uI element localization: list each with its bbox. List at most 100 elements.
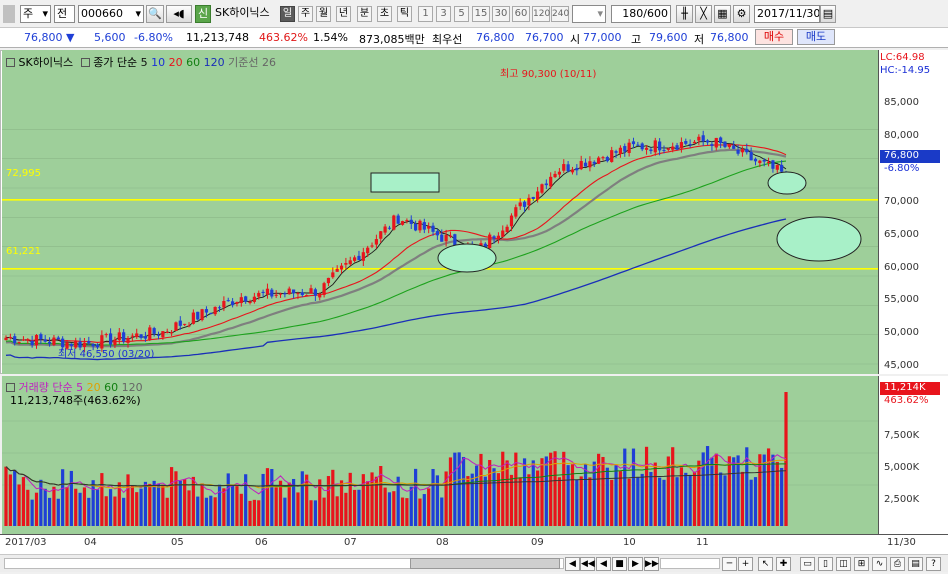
count-input[interactable]: 180/600 (611, 5, 671, 23)
candle-body (431, 225, 435, 232)
compare-icon[interactable]: ⊞ (854, 557, 869, 571)
volume-bar (348, 472, 352, 526)
sell-button[interactable]: 매도 (797, 29, 835, 45)
period-year-button[interactable]: 년 (336, 6, 351, 22)
volume-bar (326, 476, 331, 526)
candle-body (749, 151, 753, 161)
scroll-start-icon[interactable]: ◀ (565, 557, 580, 571)
indicator-icon[interactable]: ∿ (872, 557, 887, 571)
volume-bar (374, 476, 378, 526)
code-input[interactable]: 000660 ▾ (78, 5, 144, 23)
volume-bar (248, 500, 252, 526)
period-month-button[interactable]: 월 (316, 6, 331, 22)
amount-value: 873,085백만 (359, 33, 425, 46)
volume-bar (701, 452, 705, 526)
minute-30-button[interactable]: 30 (492, 6, 510, 22)
volume-bar (278, 480, 283, 526)
save-icon[interactable]: ▤ (908, 557, 923, 571)
minute-input[interactable]: ▾ (572, 5, 606, 23)
volume-checkbox-icon[interactable] (6, 383, 15, 392)
candle-body (753, 158, 758, 162)
stop-icon[interactable]: ■ (612, 557, 627, 571)
calendar-icon[interactable]: ▤ (820, 5, 836, 23)
market-dropdown-icon[interactable]: ▾ (42, 7, 48, 20)
date-input[interactable]: 2017/11/30 (754, 5, 820, 23)
code-dropdown-icon[interactable]: ▾ (135, 7, 141, 20)
candle-body (65, 342, 69, 349)
minute-dropdown-icon[interactable]: ▾ (597, 7, 603, 20)
volume-bar (705, 446, 710, 526)
volume-bar (714, 453, 718, 526)
minute-120-button[interactable]: 120 (532, 6, 550, 22)
volume-chart[interactable] (0, 376, 948, 534)
legend-checkbox-icon[interactable] (6, 58, 15, 67)
volume-bar (370, 472, 374, 526)
minute-1-button[interactable]: 1 (418, 6, 433, 22)
candle-body (640, 143, 644, 150)
period-minute-button[interactable]: 분 (357, 6, 372, 22)
price-chart[interactable] (0, 50, 948, 374)
volume-bar (753, 477, 758, 526)
scroll-thumb[interactable] (410, 558, 560, 569)
scroll-forward-icon[interactable]: ▶ (628, 557, 643, 571)
candle-body (322, 283, 326, 295)
sound-icon[interactable]: ◂◖ (166, 5, 192, 23)
candle-body (531, 196, 535, 199)
scroll-track[interactable] (4, 558, 564, 569)
candle-body (522, 201, 527, 207)
baseline-line (5, 148, 787, 348)
scroll-end-icon[interactable]: ▶▶ (644, 557, 659, 571)
settings-icon[interactable]: ⚙ (733, 5, 750, 23)
minute-240-button[interactable]: 240 (551, 6, 569, 22)
scroll-back-icon[interactable]: ◀ (596, 557, 611, 571)
turnover-value: 1.54% (313, 31, 348, 44)
type-badge[interactable]: 신 (195, 5, 211, 23)
tools-icon[interactable]: ╳ (695, 5, 712, 23)
volume-bar (649, 471, 653, 526)
period-tick-button[interactable]: 틱 (397, 6, 412, 22)
candle-body (222, 301, 226, 308)
cursor-icon[interactable]: ↖ (758, 557, 773, 571)
volume-bar (727, 456, 731, 526)
print-icon[interactable]: ⎙ (890, 557, 905, 571)
zoom-out-icon[interactable]: ─ (722, 557, 737, 571)
ask-price: 76,800 (476, 31, 515, 44)
candle-body (17, 341, 21, 343)
candle-body (318, 293, 322, 298)
grid-icon[interactable]: ▦ (714, 5, 731, 23)
minute-15-button[interactable]: 15 (472, 6, 490, 22)
period-week-button[interactable]: 주 (298, 6, 313, 22)
layout-icon[interactable]: ▭ (800, 557, 815, 571)
change-percent: -6.80% (134, 31, 173, 44)
menu-grip-icon[interactable] (3, 5, 15, 23)
quote-bar: 76,800 ▼ 5,600 -6.80% 11,213,748 463.62%… (0, 28, 948, 48)
minute-5-button[interactable]: 5 (454, 6, 469, 22)
hc-label: HC:-14.95 (880, 65, 931, 76)
split-icon[interactable]: ▯ (818, 557, 833, 571)
overlay-icon[interactable]: ◫ (836, 557, 851, 571)
period-second-button[interactable]: 초 (377, 6, 392, 22)
help-icon[interactable]: ? (926, 557, 941, 571)
minute-60-button[interactable]: 60 (512, 6, 530, 22)
legend-checkbox-2-icon[interactable] (80, 58, 90, 67)
price-arrow-icon: ▼ (66, 31, 75, 44)
prev-select[interactable]: 전 (54, 5, 75, 23)
volume-bar (732, 457, 736, 526)
highlight-ellipse-aug (437, 243, 497, 273)
volume-bar (191, 476, 195, 526)
chart-type-icon[interactable]: ╫ (676, 5, 693, 23)
zoom-track[interactable] (660, 558, 720, 569)
candle-body (244, 296, 248, 302)
candle-body (69, 343, 73, 346)
candle-body (34, 334, 39, 346)
buy-button[interactable]: 매수 (755, 29, 793, 45)
minute-3-button[interactable]: 3 (436, 6, 451, 22)
crosshair-icon[interactable]: ✚ (776, 557, 791, 571)
current-volume-tag: 11,214K (880, 382, 940, 395)
market-select[interactable]: 주 ▾ (20, 5, 51, 23)
zoom-in-icon[interactable]: + (738, 557, 753, 571)
scroll-rewind-icon[interactable]: ◀◀ (580, 557, 595, 571)
search-icon[interactable]: 🔍 (146, 5, 164, 23)
candle-body (165, 331, 169, 333)
period-day-button[interactable]: 일 (280, 6, 295, 22)
